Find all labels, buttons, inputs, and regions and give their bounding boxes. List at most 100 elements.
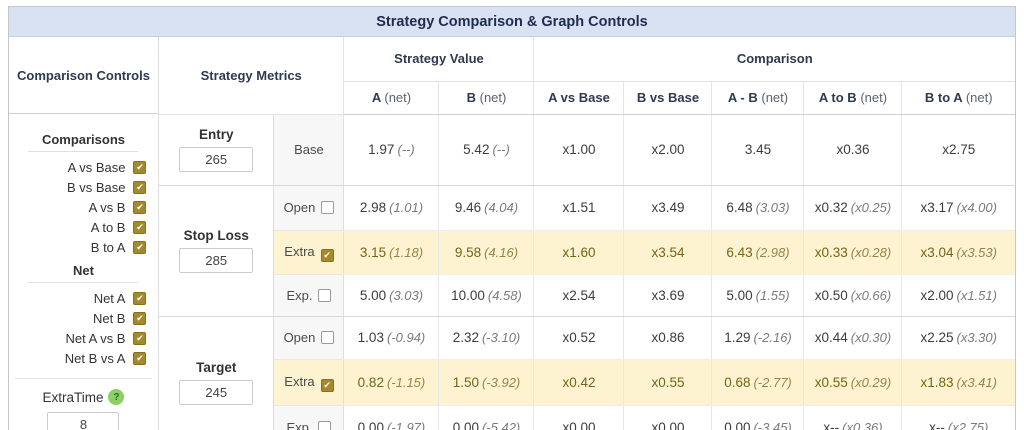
value-cell: x2.75	[901, 114, 1015, 186]
cell-value: x1.83	[920, 375, 954, 391]
cell-value: 0.00	[452, 419, 479, 430]
cell-subvalue: (1.01)	[389, 200, 424, 216]
value-cell: x0.52	[533, 316, 624, 361]
value-cell: 3.15 (1.18)	[343, 230, 439, 276]
help-icon[interactable]: ?	[108, 389, 125, 405]
value-cell: 0.68 (-2.77)	[711, 359, 804, 407]
cell-value: x2.00	[651, 142, 685, 157]
row-label-text: Open	[283, 200, 316, 216]
checkbox-icon[interactable]: ✔	[133, 331, 147, 345]
cell-subvalue: (2.98)	[755, 245, 790, 261]
cell-value: x2.75	[942, 142, 976, 157]
sidebar-group-net: Net Net A ✔ Net B ✔ Net A vs B ✔ Net B v…	[9, 263, 158, 368]
checkbox-icon[interactable]: ✔	[133, 160, 147, 174]
cell-value: 3.45	[744, 142, 772, 157]
sidebar-item-b-vs-base[interactable]: B vs Base ✔	[20, 177, 147, 197]
value-cell: x3.49	[623, 185, 712, 232]
row-label-open[interactable]: Open	[273, 185, 345, 232]
value-cell: 5.00 (1.55)	[711, 274, 804, 317]
metric-input-stop-loss[interactable]	[179, 248, 254, 274]
strategy-metrics-header: Strategy Metrics	[158, 37, 344, 115]
cell-value: x--	[929, 419, 945, 430]
sidebar-divider	[15, 378, 152, 379]
cell-value: x0.32	[814, 200, 848, 216]
col-header-b-vs-base: B vs Base	[623, 81, 712, 115]
cell-subvalue: (-1.97)	[386, 419, 426, 430]
row-checkbox-icon[interactable]: ✔	[320, 248, 334, 262]
value-cell: 0.00 (-1.97)	[343, 405, 439, 430]
cell-value: x3.54	[651, 245, 685, 261]
extratime-input[interactable]	[47, 412, 120, 430]
table-row: Extra ✔ 0.82 (-1.15) 1.50 (-3.92) x0.42 x0.…	[159, 359, 1015, 407]
cell-value: x0.42	[562, 375, 596, 391]
row-checkbox-icon[interactable]	[318, 288, 332, 302]
sidebar-item-net-b[interactable]: Net B ✔	[20, 308, 147, 328]
col-header-b-to-a-net: B to A (net)	[901, 81, 1015, 115]
value-cell: x0.32 (x0.25)	[803, 185, 902, 232]
checkbox-icon[interactable]: ✔	[133, 200, 147, 214]
col-header-b-net: B (net)	[438, 81, 534, 115]
cell-subvalue: (-0.94)	[386, 330, 426, 346]
cell-value: 5.00	[726, 287, 753, 303]
value-cell: 5.42 (--)	[438, 114, 534, 186]
cell-value: 0.00	[357, 419, 384, 430]
sidebar-item-net-a[interactable]: Net A ✔	[20, 288, 147, 308]
comparison-header: Comparison	[533, 37, 1015, 82]
metric-label: Stop Loss	[183, 228, 249, 244]
row-checkbox-icon[interactable]	[321, 331, 335, 345]
row-label-text: Extra	[284, 243, 315, 259]
checkbox-icon[interactable]: ✔	[133, 240, 147, 254]
row-label-exp[interactable]: Exp.	[273, 405, 345, 430]
value-cell: 9.46 (4.04)	[438, 185, 534, 232]
value-cell: 2.32 (-3.10)	[438, 316, 534, 361]
strategy-value-header: Strategy Value	[343, 37, 534, 82]
table-row: Exp. 5.00 (3.03) 10.00 (4.58) x2.54 x3.69 …	[159, 274, 1015, 317]
value-cell: x2.00 (x1.51)	[901, 274, 1015, 317]
row-label-extra[interactable]: Extra ✔	[273, 230, 345, 276]
row-label-extra[interactable]: Extra ✔	[273, 359, 345, 407]
checkbox-icon[interactable]: ✔	[133, 180, 147, 194]
cell-subvalue: (-2.77)	[753, 375, 792, 391]
cell-value: x0.55	[814, 375, 848, 391]
metric-input-entry[interactable]	[179, 147, 254, 172]
cell-value: 2.98	[359, 200, 387, 216]
cell-value: 0.68	[724, 375, 751, 391]
sidebar-item-net-a-vs-b[interactable]: Net A vs B ✔	[20, 328, 147, 348]
cell-subvalue: (x3.41)	[956, 375, 997, 391]
row-checkbox-icon[interactable]: ✔	[320, 378, 334, 392]
checkbox-icon[interactable]: ✔	[133, 220, 147, 234]
row-label-open[interactable]: Open	[273, 316, 345, 361]
cell-value: x1.00	[562, 142, 596, 157]
sidebar-groups: Comparisons A vs Base ✔ B vs Base ✔ A vs…	[9, 132, 158, 368]
cell-value: x0.55	[651, 375, 685, 391]
value-cell: x1.60	[533, 230, 624, 276]
row-label-exp[interactable]: Exp.	[273, 274, 345, 317]
metric-cell-target: Target	[158, 316, 275, 430]
checkbox-icon[interactable]: ✔	[133, 291, 147, 305]
sidebar-item-b-to-a[interactable]: B to A ✔	[20, 237, 147, 257]
checkbox-icon[interactable]: ✔	[133, 311, 147, 325]
sidebar-item-a-vs-b[interactable]: A vs B ✔	[20, 197, 147, 217]
row-checkbox-icon[interactable]	[318, 420, 332, 430]
group-title: Net	[28, 263, 139, 283]
sidebar-item-net-b-vs-a[interactable]: Net B vs A ✔	[20, 348, 147, 368]
cell-value: x0.50	[814, 287, 848, 303]
comparison-controls-body: Comparisons A vs Base ✔ B vs Base ✔ A vs…	[9, 114, 158, 430]
cell-value: 1.03	[357, 330, 384, 346]
sidebar-item-a-to-b[interactable]: A to B ✔	[20, 217, 147, 237]
checkbox-label: Net B	[92, 310, 126, 326]
value-cell: 1.50 (-3.92)	[438, 359, 534, 407]
checkbox-icon[interactable]: ✔	[133, 351, 147, 365]
row-label-text: Extra	[284, 373, 315, 389]
sidebar-item-a-vs-base[interactable]: A vs Base ✔	[20, 157, 147, 177]
value-cell: x2.54	[533, 274, 624, 317]
metric-input-target[interactable]	[179, 380, 254, 406]
checkbox-label: A vs Base	[67, 159, 126, 175]
value-cell: x1.51	[533, 185, 624, 232]
value-cell: x0.55 (x0.29)	[803, 359, 902, 407]
row-checkbox-icon[interactable]	[321, 201, 335, 215]
value-cell: x3.17 (x4.00)	[901, 185, 1015, 232]
value-cell: x1.83 (x3.41)	[901, 359, 1015, 407]
cell-subvalue: (1.55)	[755, 287, 790, 303]
checkbox-label: Net A vs B	[65, 330, 126, 346]
